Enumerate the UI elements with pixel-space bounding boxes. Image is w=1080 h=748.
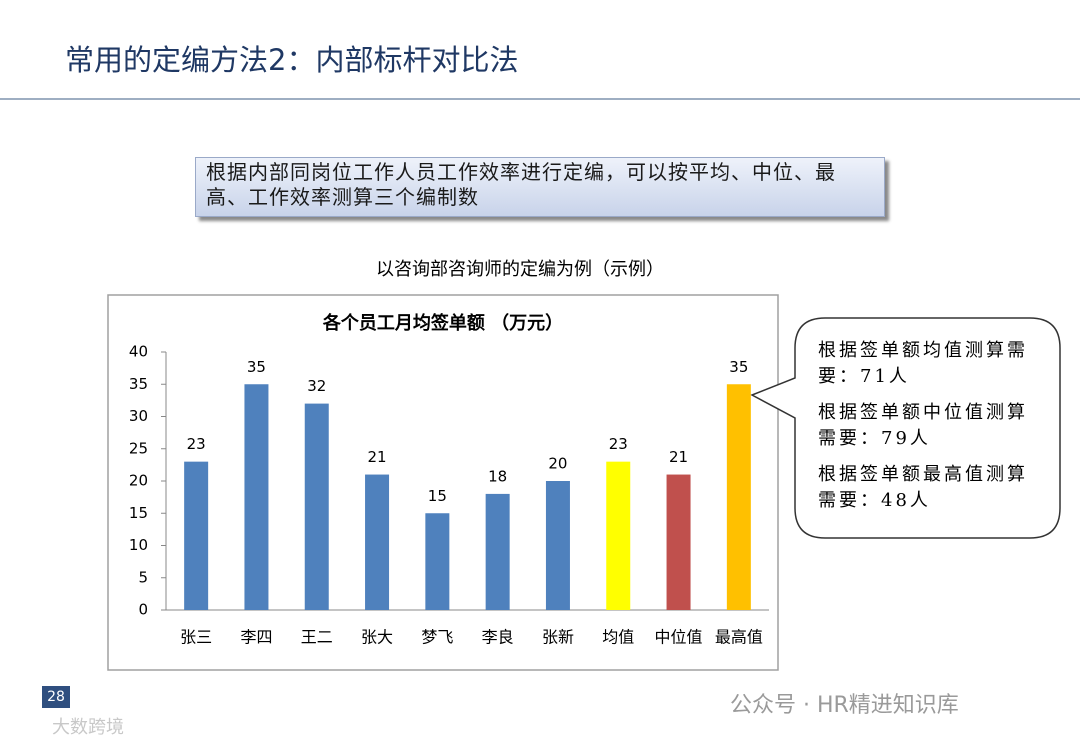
y-tick-label: 10 xyxy=(129,536,148,554)
x-tick-label: 张大 xyxy=(361,628,393,647)
value-label: 20 xyxy=(548,455,567,473)
y-tick-label: 40 xyxy=(129,343,148,361)
callout-text: 根据签单额均值测算需要：71人 xyxy=(818,340,1028,387)
bar xyxy=(304,403,329,610)
value-label: 35 xyxy=(247,358,266,376)
y-tick-label: 0 xyxy=(138,601,148,619)
x-tick-label: 王二 xyxy=(301,628,333,647)
callout-text: 根据签单额最高值测算需要：48人 xyxy=(818,464,1028,511)
page-badge xyxy=(42,686,70,708)
page-number: 28 xyxy=(47,689,65,705)
x-tick-label: 李四 xyxy=(240,628,272,647)
x-tick-label: 均值 xyxy=(602,628,634,647)
y-tick-label: 25 xyxy=(129,439,148,457)
x-tick-label: 中位值 xyxy=(655,628,703,647)
x-tick-label: 最高值 xyxy=(715,628,763,647)
info-box: 根据内部同岗位工作人员工作效率进行定编，可以按平均、中位、最高、工作效率测算三个… xyxy=(195,157,885,217)
value-label: 21 xyxy=(669,448,688,466)
y-tick-label: 5 xyxy=(138,568,148,586)
value-label: 23 xyxy=(609,435,628,453)
y-tick-label: 35 xyxy=(129,375,148,393)
x-tick-label: 张三 xyxy=(180,628,212,647)
x-tick-label: 张新 xyxy=(542,628,574,647)
bar xyxy=(485,493,510,610)
bar xyxy=(666,474,691,610)
callout-text: 根据签单额中位值测算需要：79人 xyxy=(818,402,1028,449)
y-tick-label: 30 xyxy=(129,407,148,425)
bar xyxy=(545,481,570,610)
bar xyxy=(184,461,209,610)
value-label: 35 xyxy=(729,358,748,376)
value-label: 23 xyxy=(187,435,206,453)
bar xyxy=(425,513,450,610)
bar xyxy=(606,461,631,610)
value-label: 32 xyxy=(307,377,326,395)
slide-title: 常用的定编方法2：内部标杆对比法 xyxy=(65,43,518,77)
bar xyxy=(365,474,390,610)
chart-title: 各个员工月均签单额 （万元） xyxy=(322,312,563,334)
plot: 0 5 10 15 20 25 30 35 40 张三 23 李四 35 王二 32 张大 21 梦飞 15 李良 18… xyxy=(129,343,769,647)
chart-caption: 以咨询部咨询师的定编为例（示例） xyxy=(376,259,664,280)
x-tick-label: 梦飞 xyxy=(421,628,453,647)
y-tick-label: 20 xyxy=(129,472,148,490)
value-label: 18 xyxy=(488,467,507,485)
value-label: 15 xyxy=(428,487,447,505)
watermark: 公众号 · HR精进知识库 xyxy=(730,693,959,718)
y-tick-label: 15 xyxy=(129,504,148,522)
value-label: 21 xyxy=(368,448,387,466)
x-tick-label: 李良 xyxy=(482,628,514,647)
bar xyxy=(244,384,269,610)
callout-bubble xyxy=(750,317,1061,539)
logo-text: 大数跨境 xyxy=(52,717,124,738)
bar xyxy=(726,384,751,610)
